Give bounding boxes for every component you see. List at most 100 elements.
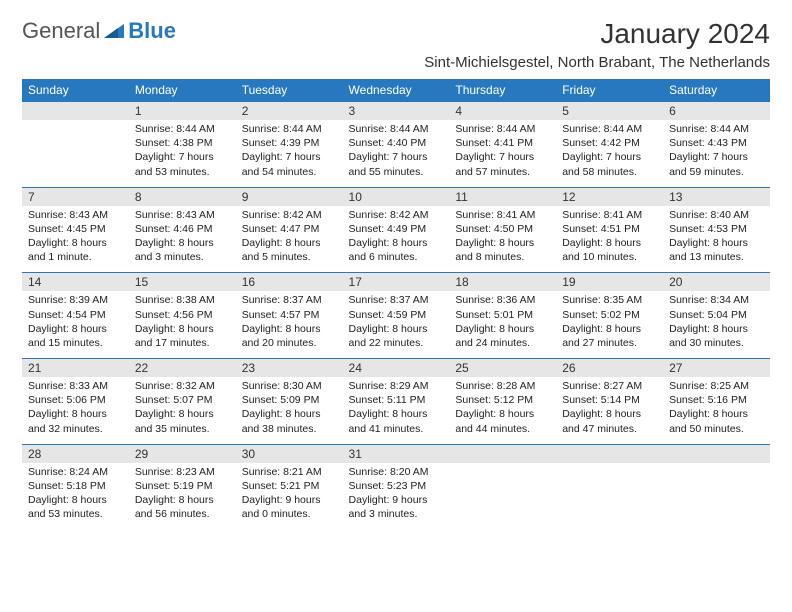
day-number-cell: 12 (556, 187, 663, 206)
day-number: 30 (236, 445, 343, 463)
day-number-cell: 22 (129, 359, 236, 378)
day-number-cell: 14 (22, 273, 129, 292)
day-detail-cell: Sunrise: 8:44 AMSunset: 4:43 PMDaylight:… (663, 120, 770, 187)
day-detail-cell: Sunrise: 8:43 AMSunset: 4:46 PMDaylight:… (129, 206, 236, 273)
day-number-cell: 30 (236, 444, 343, 463)
day-number: 16 (236, 273, 343, 291)
day-number: 24 (343, 359, 450, 377)
day-detail-cell: Sunrise: 8:23 AMSunset: 5:19 PMDaylight:… (129, 463, 236, 530)
day-detail-cell: Sunrise: 8:43 AMSunset: 4:45 PMDaylight:… (22, 206, 129, 273)
day-detail-cell: Sunrise: 8:44 AMSunset: 4:42 PMDaylight:… (556, 120, 663, 187)
day-detail-cell: Sunrise: 8:28 AMSunset: 5:12 PMDaylight:… (449, 377, 556, 444)
day-number: 17 (343, 273, 450, 291)
day-number: 31 (343, 445, 450, 463)
day-header: Thursday (449, 79, 556, 102)
day-number-cell: 10 (343, 187, 450, 206)
day-detail-cell: Sunrise: 8:40 AMSunset: 4:53 PMDaylight:… (663, 206, 770, 273)
day-details: Sunrise: 8:41 AMSunset: 4:50 PMDaylight:… (449, 206, 556, 273)
day-number-cell (449, 444, 556, 463)
day-detail-cell: Sunrise: 8:44 AMSunset: 4:38 PMDaylight:… (129, 120, 236, 187)
day-number-cell: 18 (449, 273, 556, 292)
day-number-cell: 19 (556, 273, 663, 292)
day-detail-cell: Sunrise: 8:27 AMSunset: 5:14 PMDaylight:… (556, 377, 663, 444)
day-detail-cell: Sunrise: 8:33 AMSunset: 5:06 PMDaylight:… (22, 377, 129, 444)
day-number: 25 (449, 359, 556, 377)
day-header: Monday (129, 79, 236, 102)
day-number: 12 (556, 188, 663, 206)
day-detail-cell (449, 463, 556, 530)
week-detail-row: Sunrise: 8:39 AMSunset: 4:54 PMDaylight:… (22, 291, 770, 358)
day-number-cell: 4 (449, 102, 556, 121)
day-details: Sunrise: 8:44 AMSunset: 4:41 PMDaylight:… (449, 120, 556, 187)
day-header: Saturday (663, 79, 770, 102)
day-details: Sunrise: 8:30 AMSunset: 5:09 PMDaylight:… (236, 377, 343, 444)
day-header-row: SundayMondayTuesdayWednesdayThursdayFrid… (22, 79, 770, 102)
day-number: 10 (343, 188, 450, 206)
day-header: Friday (556, 79, 663, 102)
week-detail-row: Sunrise: 8:43 AMSunset: 4:45 PMDaylight:… (22, 206, 770, 273)
day-number: 9 (236, 188, 343, 206)
logo-triangle-icon (104, 20, 124, 43)
day-details: Sunrise: 8:29 AMSunset: 5:11 PMDaylight:… (343, 377, 450, 444)
day-details: Sunrise: 8:28 AMSunset: 5:12 PMDaylight:… (449, 377, 556, 444)
day-number-cell: 16 (236, 273, 343, 292)
week-number-row: 21222324252627 (22, 359, 770, 378)
day-detail-cell: Sunrise: 8:25 AMSunset: 5:16 PMDaylight:… (663, 377, 770, 444)
day-header: Sunday (22, 79, 129, 102)
day-details: Sunrise: 8:20 AMSunset: 5:23 PMDaylight:… (343, 463, 450, 530)
day-number: 4 (449, 102, 556, 120)
day-number: 13 (663, 188, 770, 206)
day-number: 18 (449, 273, 556, 291)
day-number-cell: 17 (343, 273, 450, 292)
day-detail-cell: Sunrise: 8:35 AMSunset: 5:02 PMDaylight:… (556, 291, 663, 358)
day-detail-cell: Sunrise: 8:20 AMSunset: 5:23 PMDaylight:… (343, 463, 450, 530)
day-detail-cell: Sunrise: 8:32 AMSunset: 5:07 PMDaylight:… (129, 377, 236, 444)
day-header: Wednesday (343, 79, 450, 102)
day-details: Sunrise: 8:38 AMSunset: 4:56 PMDaylight:… (129, 291, 236, 358)
week-number-row: 78910111213 (22, 187, 770, 206)
day-details: Sunrise: 8:42 AMSunset: 4:47 PMDaylight:… (236, 206, 343, 273)
day-detail-cell: Sunrise: 8:24 AMSunset: 5:18 PMDaylight:… (22, 463, 129, 530)
day-number: 8 (129, 188, 236, 206)
day-number: 21 (22, 359, 129, 377)
day-number-cell: 7 (22, 187, 129, 206)
day-details: Sunrise: 8:41 AMSunset: 4:51 PMDaylight:… (556, 206, 663, 273)
day-number: 1 (129, 102, 236, 120)
day-number-cell: 1 (129, 102, 236, 121)
day-number-cell: 2 (236, 102, 343, 121)
day-detail-cell: Sunrise: 8:42 AMSunset: 4:49 PMDaylight:… (343, 206, 450, 273)
day-number: 3 (343, 102, 450, 120)
day-number-cell (663, 444, 770, 463)
day-number-cell (22, 102, 129, 121)
day-header: Tuesday (236, 79, 343, 102)
day-detail-cell: Sunrise: 8:37 AMSunset: 4:59 PMDaylight:… (343, 291, 450, 358)
day-detail-cell: Sunrise: 8:29 AMSunset: 5:11 PMDaylight:… (343, 377, 450, 444)
day-details: Sunrise: 8:40 AMSunset: 4:53 PMDaylight:… (663, 206, 770, 273)
location-text: Sint-Michielsgestel, North Brabant, The … (424, 54, 770, 71)
day-detail-cell (556, 463, 663, 530)
day-details: Sunrise: 8:44 AMSunset: 4:42 PMDaylight:… (556, 120, 663, 187)
day-detail-cell (22, 120, 129, 187)
day-number-cell: 23 (236, 359, 343, 378)
day-details: Sunrise: 8:44 AMSunset: 4:43 PMDaylight:… (663, 120, 770, 187)
day-details: Sunrise: 8:44 AMSunset: 4:39 PMDaylight:… (236, 120, 343, 187)
day-number-cell: 5 (556, 102, 663, 121)
day-number: 27 (663, 359, 770, 377)
day-details: Sunrise: 8:23 AMSunset: 5:19 PMDaylight:… (129, 463, 236, 530)
day-details: Sunrise: 8:35 AMSunset: 5:02 PMDaylight:… (556, 291, 663, 358)
day-detail-cell: Sunrise: 8:42 AMSunset: 4:47 PMDaylight:… (236, 206, 343, 273)
header: General Blue January 2024 Sint-Michielsg… (22, 18, 770, 71)
day-details: Sunrise: 8:44 AMSunset: 4:38 PMDaylight:… (129, 120, 236, 187)
day-detail-cell: Sunrise: 8:39 AMSunset: 4:54 PMDaylight:… (22, 291, 129, 358)
day-details: Sunrise: 8:24 AMSunset: 5:18 PMDaylight:… (22, 463, 129, 530)
day-detail-cell: Sunrise: 8:41 AMSunset: 4:51 PMDaylight:… (556, 206, 663, 273)
day-detail-cell: Sunrise: 8:38 AMSunset: 4:56 PMDaylight:… (129, 291, 236, 358)
day-number: 19 (556, 273, 663, 291)
day-detail-cell: Sunrise: 8:44 AMSunset: 4:41 PMDaylight:… (449, 120, 556, 187)
day-number-cell: 26 (556, 359, 663, 378)
day-detail-cell (663, 463, 770, 530)
day-number-cell: 13 (663, 187, 770, 206)
logo-text-2: Blue (128, 18, 176, 43)
day-details: Sunrise: 8:25 AMSunset: 5:16 PMDaylight:… (663, 377, 770, 444)
day-details: Sunrise: 8:39 AMSunset: 4:54 PMDaylight:… (22, 291, 129, 358)
